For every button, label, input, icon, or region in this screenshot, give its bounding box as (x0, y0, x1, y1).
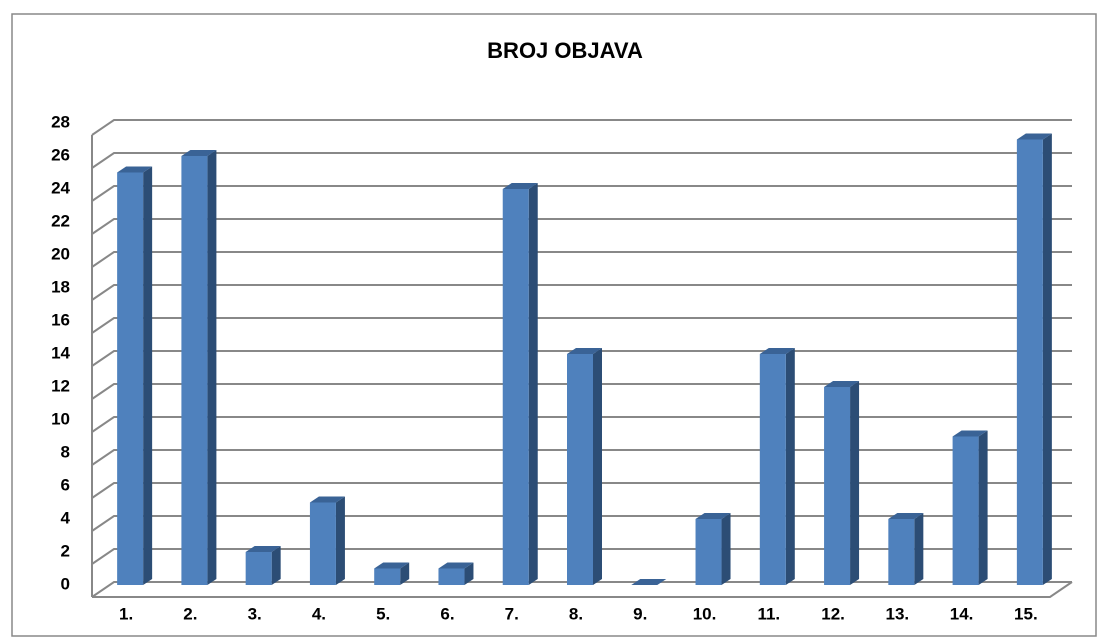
bar-top (759, 348, 795, 354)
grid-line (91, 317, 1072, 334)
y-tick-label: 18 (51, 277, 70, 296)
grid-line (91, 251, 1072, 268)
y-tick-label: 0 (61, 574, 70, 593)
chart-title: BROJ OBJAVA (487, 38, 643, 63)
bar-side (1042, 133, 1052, 585)
bar (1016, 139, 1043, 585)
bar-top (567, 348, 602, 354)
y-tick-label: 24 (51, 178, 70, 197)
y-tick-label: 22 (51, 211, 70, 230)
x-tick-label: 7. (505, 604, 519, 623)
x-tick-label: 5. (376, 604, 390, 623)
grid-line (91, 284, 1072, 301)
bar-top (374, 562, 410, 569)
bar-top (245, 546, 281, 552)
grid-line (91, 218, 1072, 235)
x-tick-label: 12. (821, 604, 845, 623)
grid-line (91, 383, 1072, 400)
bar-side (914, 513, 924, 585)
x-tick-label: 3. (248, 604, 262, 623)
bar-side (721, 513, 731, 585)
bar (245, 552, 272, 585)
bar-top (438, 562, 474, 569)
y-tick-label: 28 (51, 112, 70, 131)
grid-line (91, 515, 1072, 532)
bar-side (785, 348, 795, 585)
grid-line (91, 482, 1072, 499)
y-tick-label: 16 (51, 310, 70, 329)
bar-top (888, 513, 924, 519)
bar (759, 354, 786, 585)
bar-top (695, 513, 731, 519)
bar (309, 502, 336, 585)
grid-line (91, 185, 1072, 202)
x-tick-label: 11. (757, 604, 780, 623)
bar-side (978, 430, 988, 585)
bar-side (464, 562, 474, 585)
y-tick-label: 6 (61, 475, 70, 494)
y-tick-label: 26 (51, 145, 70, 164)
bar-top (1016, 133, 1052, 140)
x-tick-label: 1. (119, 604, 133, 623)
bar-side (400, 562, 410, 585)
bar (952, 436, 979, 585)
x-tick-label: 10. (693, 604, 717, 623)
x-tick-label: 13. (886, 604, 910, 623)
x-tick-label: 6. (440, 604, 454, 623)
x-tick-label: 14. (950, 604, 974, 623)
grid-line (91, 350, 1072, 367)
bar (374, 568, 401, 585)
bar-side (143, 166, 153, 585)
bar (438, 568, 465, 585)
grid-line (91, 449, 1072, 466)
y-tick-label: 10 (51, 409, 70, 428)
bar-side (593, 348, 602, 585)
y-tick-label: 4 (61, 508, 71, 527)
bar (117, 172, 144, 585)
x-tick-label: 9. (633, 604, 647, 623)
y-tick-label: 8 (61, 442, 70, 461)
x-tick-label: 4. (312, 604, 326, 623)
bar-top (952, 430, 988, 437)
bar-top (181, 150, 217, 156)
y-tick-label: 20 (51, 244, 70, 263)
bar (502, 189, 529, 585)
bar-top (631, 579, 667, 585)
bar-top (309, 496, 345, 503)
y-tick-label: 14 (51, 343, 70, 362)
floor (92, 581, 1073, 598)
grid-line (91, 548, 1072, 565)
bar-side (271, 546, 281, 585)
y-tick-label: 12 (51, 376, 70, 395)
chart-border (11, 13, 1097, 637)
x-tick-label: 2. (183, 604, 197, 623)
x-tick-label: 8. (569, 604, 583, 623)
grid-line (91, 581, 1072, 598)
bar-top (117, 166, 153, 173)
grid-line (91, 152, 1072, 169)
bar-side (528, 183, 538, 585)
grid-line (91, 119, 1072, 136)
bar-top (824, 381, 860, 387)
bar (181, 156, 208, 585)
bar-side (335, 496, 345, 585)
bar (567, 354, 593, 585)
bar-side (850, 381, 860, 585)
bar (824, 387, 851, 585)
bar-side (207, 150, 217, 585)
bar (695, 519, 722, 585)
x-tick-label: 15. (1014, 604, 1038, 623)
grid-line (91, 416, 1072, 433)
bar (888, 519, 915, 585)
bar-top (502, 183, 538, 189)
y-tick-label: 2 (61, 541, 70, 560)
